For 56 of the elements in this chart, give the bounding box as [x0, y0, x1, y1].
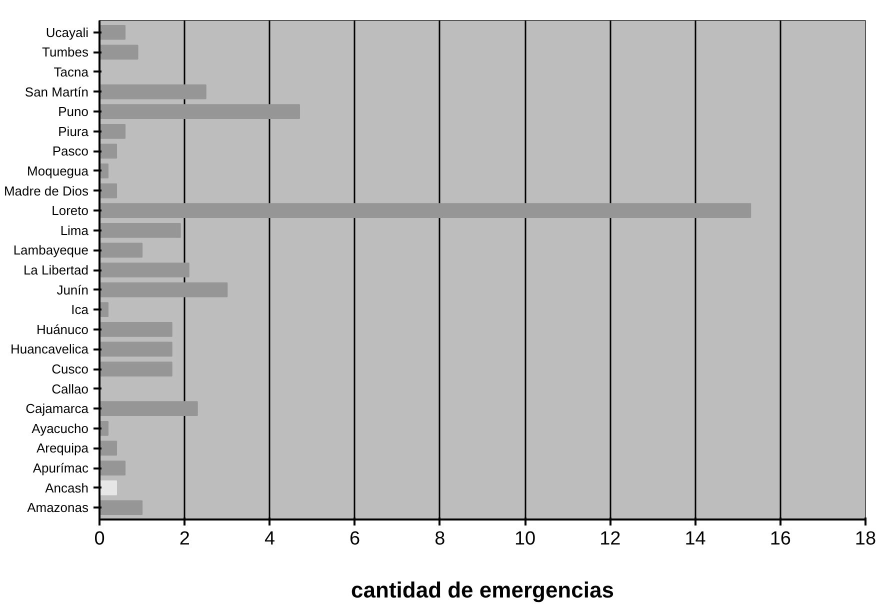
bar — [100, 262, 190, 278]
y-tick-label: Cusco — [52, 362, 89, 377]
y-tick-label: Lima — [60, 222, 90, 238]
x-axis-title: cantidad de emergencias — [351, 578, 614, 602]
bar — [100, 183, 118, 198]
y-tick-label: Tumbes — [42, 44, 89, 60]
y-tick-label: Puno — [58, 104, 89, 120]
y-tick-label: Ayacucho — [32, 420, 89, 436]
bar — [100, 440, 118, 456]
bar — [100, 242, 143, 258]
y-tick-label: Amazonas — [27, 500, 89, 516]
bar — [100, 203, 752, 218]
x-tick-label: 18 — [854, 528, 876, 550]
x-tick-label: 0 — [94, 528, 105, 550]
bar — [100, 124, 126, 139]
bar — [100, 144, 118, 159]
y-tick-label: Ucayali — [46, 24, 89, 40]
y-tick-label: Ancash — [45, 480, 89, 496]
y-tick-label: Tacna — [54, 64, 90, 80]
bar — [100, 282, 228, 298]
y-tick-label: Lambayeque — [13, 242, 89, 258]
y-tick-label: Ica — [71, 302, 90, 318]
bar — [100, 104, 300, 120]
x-tick-label: 10 — [514, 528, 536, 550]
bar — [100, 460, 126, 476]
bar — [100, 401, 198, 416]
bar — [100, 480, 118, 496]
bar — [100, 84, 206, 100]
x-tick-label: 16 — [770, 528, 791, 550]
bar — [100, 24, 126, 40]
x-tick-label: 4 — [264, 528, 276, 550]
y-tick-label: La Libertad — [23, 262, 89, 278]
y-tick-label: Junín — [56, 282, 89, 298]
bar — [100, 362, 172, 376]
x-tick-label: 14 — [684, 528, 706, 550]
y-tick-label: Apurímac — [32, 460, 89, 476]
y-tick-label: Piura — [58, 124, 90, 139]
bar — [100, 500, 143, 516]
bar — [100, 222, 181, 238]
x-tick-label: 8 — [434, 528, 446, 550]
y-tick-label: Moquegua — [27, 163, 90, 178]
y-tick-label: Cajamarca — [26, 401, 90, 416]
bar — [100, 322, 172, 337]
x-tick-label: 2 — [179, 528, 190, 550]
y-tick-label: Madre de Dios — [4, 183, 89, 198]
x-tick-label: 6 — [350, 528, 360, 550]
y-tick-label: Pasco — [52, 144, 89, 159]
y-tick-label: San Martín — [24, 84, 89, 100]
bar — [100, 342, 172, 357]
bar — [100, 44, 138, 60]
y-tick-label: Huánuco — [36, 322, 89, 337]
y-tick-label: Arequipa — [36, 440, 90, 456]
y-tick-label: Loreto — [52, 203, 89, 218]
y-tick-label: Huancavelica — [10, 342, 90, 357]
y-tick-label: Callao — [52, 381, 89, 396]
x-tick-label: 12 — [600, 528, 621, 550]
